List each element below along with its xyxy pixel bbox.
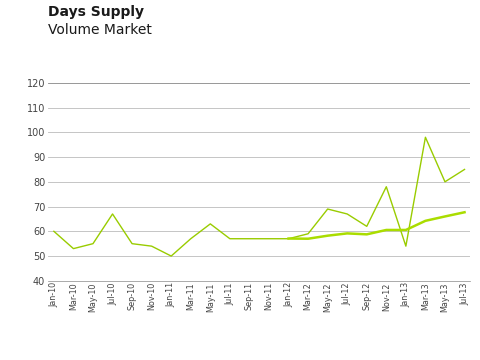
- Days Supply - Vol: [188, 237, 193, 241]
- Days Supply - Vol: [109, 212, 115, 216]
- Days Supply - Vol: [149, 244, 155, 248]
- Days Supply - Vol: [403, 244, 409, 248]
- Line: 13 per. Mov. Avg. (Days Supply - Vol): 13 per. Mov. Avg. (Days Supply - Vol): [288, 212, 465, 239]
- Line: Days Supply - Vol: Days Supply - Vol: [54, 137, 465, 256]
- Days Supply - Vol: [384, 185, 389, 189]
- Days Supply - Vol: [442, 180, 448, 184]
- Days Supply - Vol: [344, 212, 350, 216]
- Days Supply - Vol: [168, 254, 174, 258]
- Text: Volume Market: Volume Market: [48, 23, 152, 37]
- 13 per. Mov. Avg. (Days Supply - Vol): [403, 228, 409, 232]
- 13 per. Mov. Avg. (Days Supply - Vol): [305, 237, 311, 241]
- 13 per. Mov. Avg. (Days Supply - Vol): [442, 214, 448, 219]
- Days Supply - Vol: [90, 242, 96, 246]
- 13 per. Mov. Avg. (Days Supply - Vol): [344, 231, 350, 235]
- Days Supply - Vol: [325, 207, 331, 211]
- Days Supply - Vol: [207, 222, 213, 226]
- 13 per. Mov. Avg. (Days Supply - Vol): [422, 219, 428, 223]
- Days Supply - Vol: [422, 135, 428, 139]
- Text: Days Supply: Days Supply: [48, 5, 144, 19]
- Days Supply - Vol: [364, 224, 370, 229]
- 13 per. Mov. Avg. (Days Supply - Vol): [325, 234, 331, 238]
- Days Supply - Vol: [305, 231, 311, 236]
- Days Supply - Vol: [286, 237, 291, 241]
- Days Supply - Vol: [129, 242, 135, 246]
- Days Supply - Vol: [462, 167, 468, 172]
- 13 per. Mov. Avg. (Days Supply - Vol): [286, 237, 291, 241]
- 13 per. Mov. Avg. (Days Supply - Vol): [462, 210, 468, 215]
- 13 per. Mov. Avg. (Days Supply - Vol): [364, 232, 370, 237]
- Days Supply - Vol: [266, 237, 272, 241]
- 13 per. Mov. Avg. (Days Supply - Vol): [384, 228, 389, 232]
- Days Supply - Vol: [71, 247, 76, 251]
- Days Supply - Vol: [227, 237, 233, 241]
- Days Supply - Vol: [247, 237, 252, 241]
- Days Supply - Vol: [51, 229, 57, 234]
